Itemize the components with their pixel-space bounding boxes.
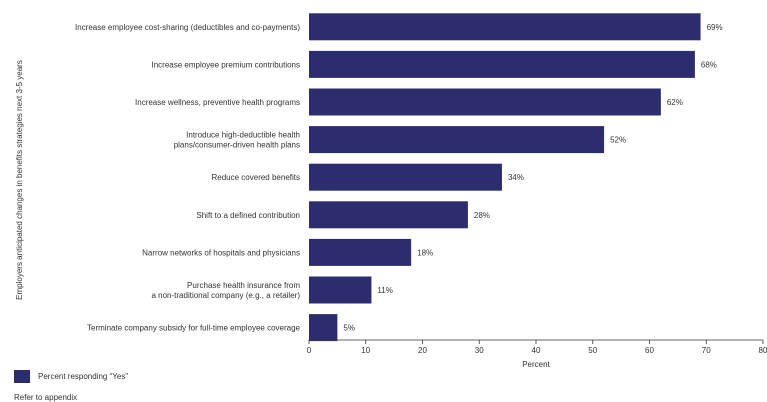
value-labels-group: 69% 68% 62% 52% 34% 28% 18% 11% 5% [343,23,722,333]
x-tick-label-1: 10 [361,346,370,355]
value-label-3: 52% [610,136,626,145]
value-label-4: 34% [508,173,524,182]
x-tick-label-7: 70 [702,346,711,355]
bar-5 [309,201,468,229]
x-axis-title: Percent [522,360,550,369]
bar-6 [309,238,412,266]
x-tick-label-4: 40 [532,346,541,355]
value-label-1: 68% [701,60,717,69]
x-tick-label-2: 20 [418,346,427,355]
category-label-7: Purchase health insurance from a non-trad… [151,281,300,300]
x-tick-label-8: 80 [759,346,767,355]
category-label-5: Shift to a defined contribution [196,211,300,220]
category-label-3: Introduce high-deductible health plans/co… [174,131,300,150]
x-tick-label-0: 0 [307,346,312,355]
x-tick-label-6: 60 [645,346,654,355]
bar-1 [309,50,695,78]
legend-swatch [14,370,30,383]
x-tick-label-5: 50 [588,346,597,355]
footnote: Refer to appendix [14,393,78,402]
bar-2 [309,88,661,116]
bar-4 [309,163,502,191]
y-axis-title: Employers anticipated changes in benefit… [15,60,24,300]
category-label-8: Terminate company subsidy for full-time … [87,324,301,333]
x-ticks-group: 0 10 20 30 40 50 60 70 80 [307,340,767,355]
legend-label: Percent responding “Yes” [38,372,128,381]
value-label-0: 69% [707,23,723,32]
category-label-2: Increase wellness, preventive health pro… [135,98,300,107]
legend: Percent responding “Yes” [14,370,128,383]
bar-3 [309,126,605,154]
value-label-5: 28% [474,211,490,220]
value-label-6: 18% [417,248,433,257]
bar-8 [309,314,338,342]
category-label-4: Reduce covered benefits [212,173,301,182]
value-label-8: 5% [343,324,355,333]
bar-7 [309,276,372,304]
value-label-2: 62% [667,98,683,107]
category-label-1: Increase employee premium contributions [151,60,300,69]
category-label-0: Increase employee cost-sharing (deductib… [75,23,300,32]
x-tick-label-3: 30 [475,346,484,355]
bars-group [309,13,701,342]
category-labels-group: Increase employee cost-sharing (deductib… [75,23,301,333]
bar-0 [309,13,701,41]
category-label-6: Narrow networks of hospitals and physici… [142,248,300,257]
value-label-7: 11% [377,286,392,295]
